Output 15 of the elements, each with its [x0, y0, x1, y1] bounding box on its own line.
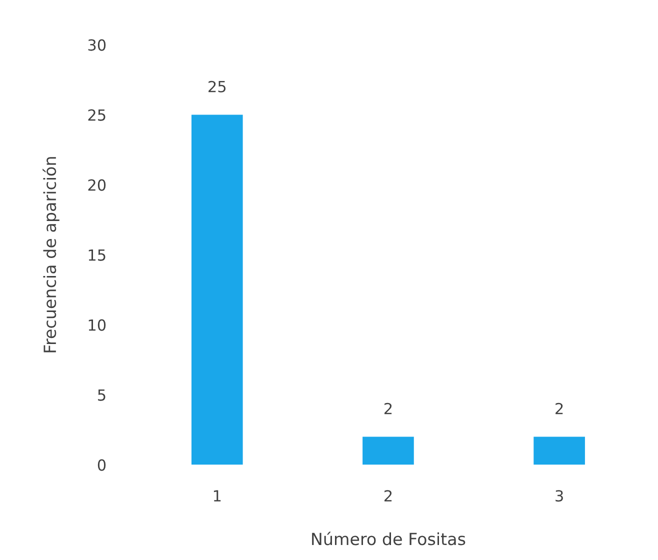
data-label: 25: [208, 80, 226, 92]
x-tick-label: 2: [384, 490, 392, 502]
y-tick-label: 15: [88, 249, 106, 261]
data-label: 2: [556, 402, 563, 414]
x-tick-label: 1: [214, 490, 221, 502]
y-axis-title: Frecuencia de aparición: [42, 157, 60, 352]
y-tick-label: 0: [98, 459, 106, 471]
y-tick-label: 25: [88, 109, 106, 121]
y-tick-label: 20: [88, 179, 106, 191]
y-tick-label: 10: [88, 319, 106, 331]
y-tick-label: 30: [88, 39, 106, 51]
data-label: 2: [384, 402, 392, 414]
x-axis-title: Número de Fositas: [312, 532, 466, 546]
x-tick-label: 3: [556, 490, 563, 502]
y-tick-label: 5: [98, 389, 106, 401]
